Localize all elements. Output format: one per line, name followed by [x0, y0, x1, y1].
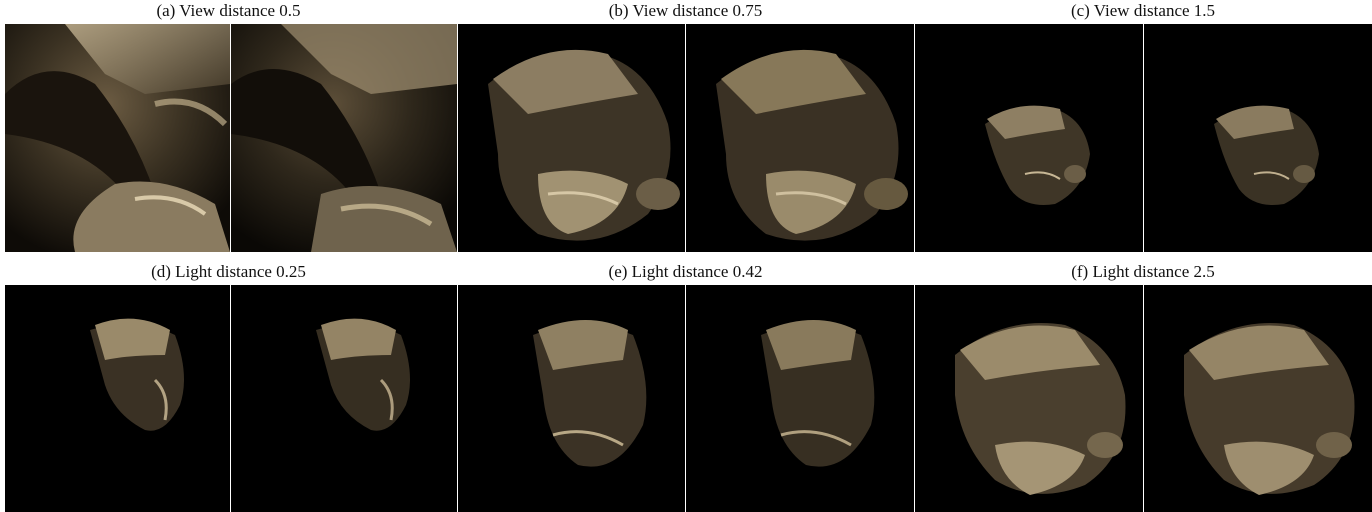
image-f-reference	[915, 285, 1143, 512]
image-d-result	[231, 285, 457, 512]
caption-a: (a) View distance 0.5	[156, 1, 301, 20]
image-c-reference	[915, 24, 1143, 252]
image-c-result	[1144, 24, 1372, 252]
image-f-result	[1144, 285, 1372, 512]
caption-c: (c) View distance 1.5	[1070, 1, 1216, 20]
image-e-result	[686, 285, 914, 512]
image-a-result	[231, 24, 457, 252]
caption-e: (e) Light distance 0.42	[608, 262, 763, 281]
caption-f: (f) Light distance 2.5	[1071, 262, 1215, 281]
image-d-reference	[5, 285, 230, 512]
image-a-reference	[5, 24, 230, 252]
image-b-reference	[458, 24, 685, 252]
caption-d: (d) Light distance 0.25	[151, 262, 306, 281]
caption-b: (b) View distance 0.75	[608, 1, 763, 20]
image-b-result	[686, 24, 914, 252]
image-e-reference	[458, 285, 685, 512]
